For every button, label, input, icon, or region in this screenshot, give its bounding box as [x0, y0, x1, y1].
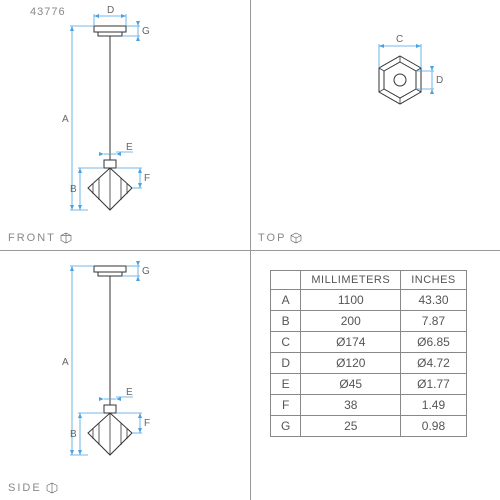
side-drawing: G A E — [0, 250, 250, 500]
table-row: G250.98 — [271, 416, 467, 437]
side-label-text: SIDE — [8, 482, 42, 494]
table-row: B2007.87 — [271, 311, 467, 332]
front-label: FRONT — [8, 232, 72, 244]
side-view-panel: G A E — [0, 250, 250, 500]
dim-f: F — [144, 173, 150, 184]
table-cell: 7.87 — [401, 311, 467, 332]
table-cell: Ø174 — [301, 332, 401, 353]
dimension-table: MILLIMETERS INCHES A110043.30B2007.87CØ1… — [270, 270, 467, 437]
side-label: SIDE — [8, 482, 58, 494]
table-cell: 1100 — [301, 290, 401, 311]
dim-e-side: E — [126, 387, 133, 398]
top-view-panel: C D TOP — [250, 0, 500, 250]
dim-a: A — [62, 114, 69, 125]
dim-b-side: B — [70, 429, 77, 440]
dim-a-side: A — [62, 357, 69, 368]
table-row: CØ174Ø6.85 — [271, 332, 467, 353]
table-cell: 1.49 — [401, 395, 467, 416]
table-cell: B — [271, 311, 301, 332]
table-cell: 43.30 — [401, 290, 467, 311]
top-label: TOP — [258, 232, 302, 244]
cube-icon — [46, 482, 58, 494]
table-row: F381.49 — [271, 395, 467, 416]
col-in: INCHES — [401, 271, 467, 290]
front-drawing: D G A E — [0, 0, 250, 250]
table-cell: G — [271, 416, 301, 437]
front-label-text: FRONT — [8, 232, 56, 244]
table-cell: Ø120 — [301, 353, 401, 374]
table-cell: E — [271, 374, 301, 395]
dim-b: B — [70, 184, 77, 195]
table-cell: A — [271, 290, 301, 311]
dim-g: G — [142, 26, 150, 37]
table-cell: 38 — [301, 395, 401, 416]
horizontal-divider — [0, 250, 500, 251]
cube-icon — [60, 232, 72, 244]
top-drawing: C D — [250, 0, 500, 250]
top-label-text: TOP — [258, 232, 286, 244]
table-row: DØ120Ø4.72 — [271, 353, 467, 374]
table-cell: Ø6.85 — [401, 332, 467, 353]
table-cell: Ø1.77 — [401, 374, 467, 395]
dim-e: E — [126, 142, 133, 153]
dim-c: C — [396, 34, 403, 45]
table-row: EØ45Ø1.77 — [271, 374, 467, 395]
front-view-panel: 43776 D G A — [0, 0, 250, 250]
table-cell: Ø4.72 — [401, 353, 467, 374]
col-key — [271, 271, 301, 290]
dim-d: D — [107, 5, 114, 16]
dim-rows: A110043.30B2007.87CØ174Ø6.85DØ120Ø4.72EØ… — [271, 290, 467, 437]
table-cell: C — [271, 332, 301, 353]
col-mm: MILLIMETERS — [301, 271, 401, 290]
table-row: A110043.30 — [271, 290, 467, 311]
table-cell: D — [271, 353, 301, 374]
table-cell: 0.98 — [401, 416, 467, 437]
dim-f-side: F — [144, 418, 150, 429]
dimension-table-panel: MILLIMETERS INCHES A110043.30B2007.87CØ1… — [250, 250, 500, 500]
table-cell: 25 — [301, 416, 401, 437]
table-cell: F — [271, 395, 301, 416]
dim-g-side: G — [142, 266, 150, 277]
dim-d-top: D — [436, 75, 443, 86]
table-cell: Ø45 — [301, 374, 401, 395]
cube-icon — [290, 232, 302, 244]
table-cell: 200 — [301, 311, 401, 332]
